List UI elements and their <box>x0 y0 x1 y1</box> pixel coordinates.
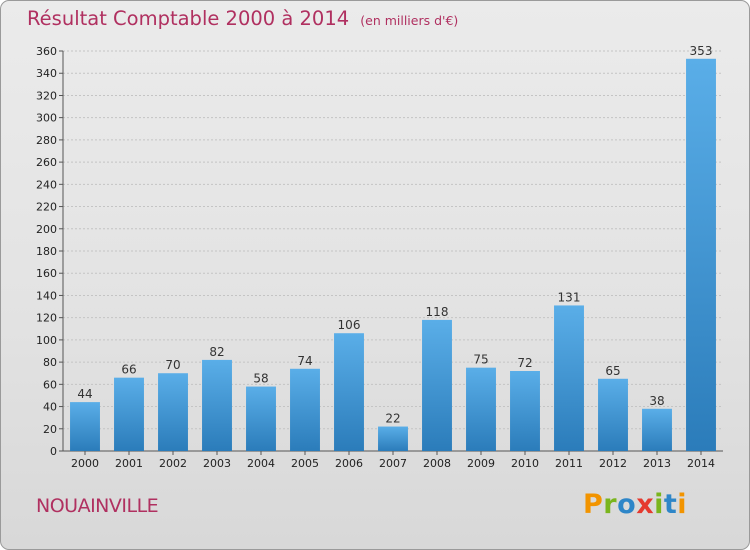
bar-value-label: 82 <box>209 345 224 359</box>
x-tick-label: 2004 <box>247 457 275 470</box>
logo-letter: i <box>654 489 664 520</box>
logo-letter: x <box>636 489 655 520</box>
y-tick-label: 280 <box>36 134 57 147</box>
bar <box>202 359 232 451</box>
bar-value-label: 70 <box>165 358 180 372</box>
logo-letter: t <box>663 489 678 520</box>
logo-letter: i <box>677 489 688 520</box>
bar-value-label: 65 <box>605 364 620 378</box>
x-tick-label: 2009 <box>467 457 495 470</box>
y-tick-label: 220 <box>36 201 57 214</box>
bar-value-label: 58 <box>253 372 268 386</box>
bar-value-label: 38 <box>649 394 664 408</box>
y-tick-label: 80 <box>43 356 57 369</box>
x-tick-label: 2011 <box>555 457 583 470</box>
bar-value-label: 66 <box>121 363 136 377</box>
x-tick-label: 2012 <box>599 457 627 470</box>
y-tick-label: 260 <box>36 156 57 169</box>
bar <box>378 426 408 451</box>
chart-subtitle: (en milliers d'€) <box>360 13 459 28</box>
bar <box>510 371 540 451</box>
y-tick-label: 0 <box>50 445 57 458</box>
x-tick-label: 2008 <box>423 457 451 470</box>
y-tick-label: 40 <box>43 401 57 414</box>
x-tick-label: 2007 <box>379 457 407 470</box>
y-tick-label: 300 <box>36 112 57 125</box>
y-tick-label: 160 <box>36 267 57 280</box>
x-tick-label: 2010 <box>511 457 539 470</box>
bar <box>598 378 628 451</box>
proxiti-logo: Proxiti <box>583 489 687 520</box>
bar-value-label: 74 <box>297 354 312 368</box>
bar <box>246 386 276 451</box>
logo-letter: P <box>583 489 604 520</box>
y-tick-label: 100 <box>36 334 57 347</box>
bar-value-label: 72 <box>517 356 532 370</box>
y-tick-label: 240 <box>36 178 57 191</box>
x-tick-label: 2006 <box>335 457 363 470</box>
bar <box>466 367 496 451</box>
y-tick-label: 20 <box>43 423 57 436</box>
x-tick-label: 2003 <box>203 457 231 470</box>
bar-value-label: 44 <box>77 387 92 401</box>
bar-value-label: 106 <box>338 318 361 332</box>
y-tick-label: 320 <box>36 89 57 102</box>
bar <box>422 319 452 451</box>
chart-title: Résultat Comptable 2000 à 2014 <box>27 7 350 30</box>
y-tick-label: 120 <box>36 312 57 325</box>
bar <box>114 377 144 451</box>
chart-title-block: Résultat Comptable 2000 à 2014 (en milli… <box>27 7 458 30</box>
bar-value-label: 75 <box>473 353 488 367</box>
commune-name: NOUAINVILLE <box>36 495 159 517</box>
y-tick-label: 60 <box>43 378 57 391</box>
y-tick-label: 340 <box>36 67 57 80</box>
x-tick-label: 2005 <box>291 457 319 470</box>
bar <box>642 408 672 451</box>
logo-letter: o <box>617 489 637 520</box>
y-tick-label: 140 <box>36 289 57 302</box>
y-tick-label: 360 <box>36 45 57 58</box>
bar <box>334 333 364 451</box>
bar-value-label: 131 <box>558 290 581 304</box>
bar <box>686 58 716 452</box>
x-tick-label: 2013 <box>643 457 671 470</box>
bar-value-label: 118 <box>426 305 449 319</box>
bar-value-label: 22 <box>385 412 400 426</box>
x-tick-label: 2000 <box>71 457 99 470</box>
bar <box>290 368 320 451</box>
y-tick-label: 180 <box>36 245 57 258</box>
bar-value-label: 353 <box>690 44 713 58</box>
bar <box>554 305 584 451</box>
logo-letter: r <box>603 489 618 520</box>
bar <box>70 402 100 451</box>
bar <box>158 373 188 451</box>
y-tick-label: 200 <box>36 223 57 236</box>
x-tick-label: 2001 <box>115 457 143 470</box>
x-tick-label: 2014 <box>687 457 715 470</box>
x-tick-label: 2002 <box>159 457 187 470</box>
